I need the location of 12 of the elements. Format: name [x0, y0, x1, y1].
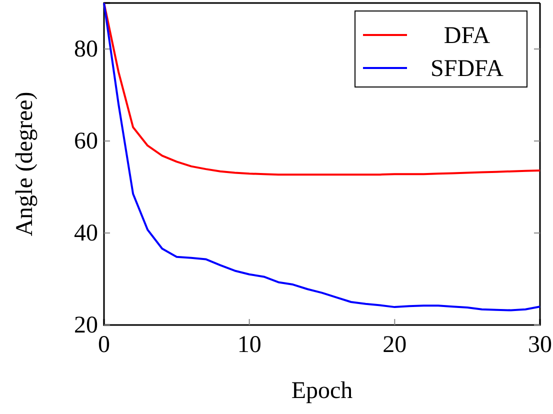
- y-tick-label: 20: [74, 312, 98, 339]
- x-tick-label: 0: [98, 332, 110, 358]
- legend-label: DFA: [444, 23, 491, 49]
- x-tick-label: 10: [237, 332, 262, 358]
- y-axis-title: Angle (degree): [12, 92, 38, 236]
- y-tick-label: 60: [74, 128, 98, 155]
- x-axis-title: Epoch: [291, 378, 353, 404]
- y-tick-label: 40: [74, 220, 98, 247]
- x-tick-label: 30: [528, 332, 552, 358]
- legend-label: SFDFA: [430, 56, 504, 82]
- y-tick-label: 80: [74, 36, 98, 63]
- x-tick-label: 20: [382, 332, 407, 358]
